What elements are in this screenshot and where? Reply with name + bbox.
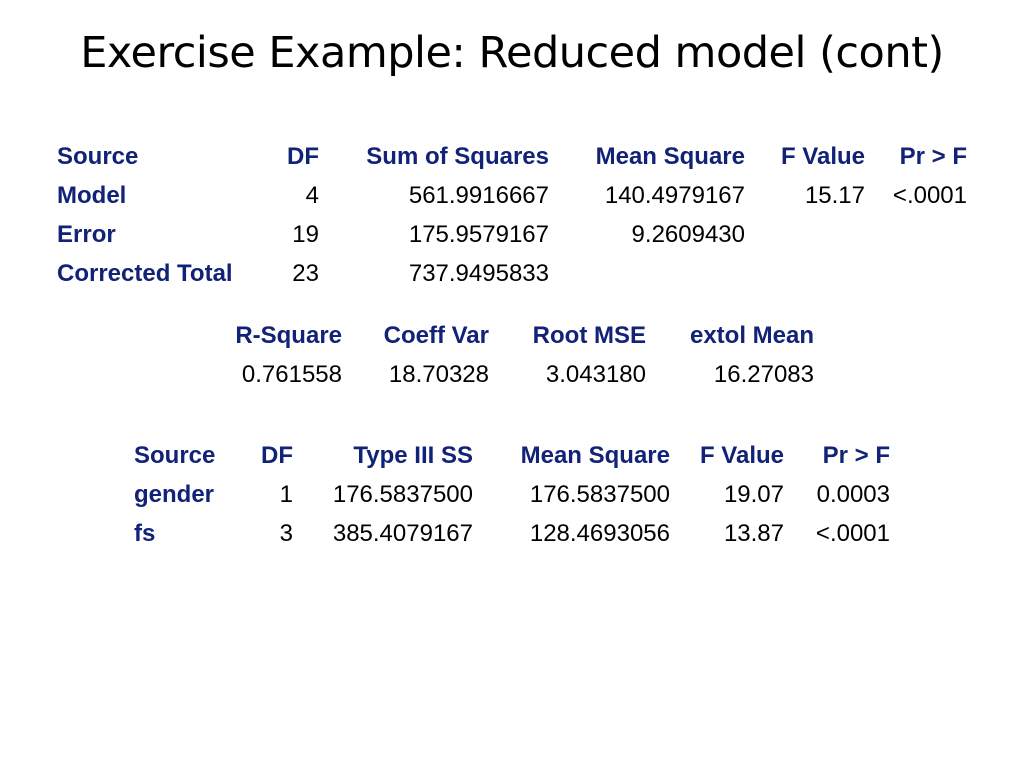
fit-r-square-value: 0.761558 (241, 361, 342, 388)
table-row: Corrected Total 23 737.9495833 (57, 254, 967, 293)
type3-p-cell: <.0001 (815, 520, 890, 547)
anova-ss-cell: 175.9579167 (408, 221, 549, 248)
type3-header-mean-square: Mean Square (520, 442, 670, 469)
type3-ss-cell: 176.5837500 (332, 481, 473, 508)
anova-table: Source DF Sum of Squares Mean Square F V… (57, 137, 967, 293)
anova-source-cell: Model (57, 182, 127, 209)
anova-f-cell (745, 254, 865, 293)
anova-ms-cell: 140.4979167 (604, 182, 745, 209)
fit-header-extol-mean: extol Mean (689, 322, 814, 349)
anova-header-sum-of-squares: Sum of Squares (366, 143, 549, 170)
anova-header-df: DF (287, 143, 319, 170)
anova-ss-cell: 737.9495833 (408, 260, 549, 287)
anova-header-mean-square: Mean Square (595, 143, 745, 170)
type3-source-cell: gender (134, 481, 215, 508)
table-row: Error 19 175.9579167 9.2609430 (57, 215, 967, 254)
anova-header-pr-f: Pr > F (899, 143, 967, 170)
anova-df-cell: 19 (292, 221, 319, 248)
type3-df-cell: 3 (279, 520, 293, 547)
anova-p-cell: <.0001 (892, 182, 967, 209)
type3-f-cell: 13.87 (723, 520, 784, 547)
anova-source-cell: Corrected Total (57, 260, 233, 287)
table-row: Model 4 561.9916667 140.4979167 15.17 <.… (57, 176, 967, 215)
type3-header-f-value: F Value (699, 442, 784, 469)
fit-root-mse-value: 3.043180 (545, 361, 646, 388)
anova-header-source: Source (57, 143, 139, 170)
anova-f-cell: 15.17 (804, 182, 865, 209)
table-row: gender 1 176.5837500 176.5837500 19.07 0… (134, 475, 890, 514)
type3-table: Source DF Type III SS Mean Square F Valu… (134, 436, 890, 553)
type3-df-cell: 1 (279, 481, 293, 508)
anova-source-cell: Error (57, 221, 116, 248)
anova-header-f-value: F Value (780, 143, 865, 170)
type3-ms-cell: 176.5837500 (529, 481, 670, 508)
fit-coeff-var-value: 18.70328 (388, 361, 489, 388)
fit-header-r-square: R-Square (235, 322, 342, 349)
fit-statistics-table: R-Square Coeff Var Root MSE extol Mean 0… (215, 316, 814, 394)
type3-f-cell: 19.07 (723, 481, 784, 508)
anova-header-row: Source DF Sum of Squares Mean Square F V… (57, 137, 967, 176)
anova-ss-cell: 561.9916667 (408, 182, 549, 209)
type3-header-pr-f: Pr > F (822, 442, 890, 469)
fit-header-root-mse: Root MSE (532, 322, 646, 349)
type3-header-row: Source DF Type III SS Mean Square F Valu… (134, 436, 890, 475)
anova-df-cell: 4 (305, 182, 319, 209)
type3-p-cell: 0.0003 (816, 481, 890, 508)
type3-header-source: Source (134, 442, 216, 469)
anova-p-cell (865, 254, 967, 293)
anova-ms-cell: 9.2609430 (631, 221, 745, 248)
type3-header-df: DF (261, 442, 293, 469)
type3-ms-cell: 128.4693056 (529, 520, 670, 547)
type3-source-cell: fs (134, 520, 156, 547)
table-row: 0.761558 18.70328 3.043180 16.27083 (215, 355, 814, 394)
slide-title: Exercise Example: Reduced model (cont) (80, 28, 944, 78)
type3-header-type-iii-ss: Type III SS (353, 442, 473, 469)
fit-header-row: R-Square Coeff Var Root MSE extol Mean (215, 316, 814, 355)
anova-p-cell (865, 215, 967, 254)
table-row: fs 3 385.4079167 128.4693056 13.87 <.000… (134, 514, 890, 553)
anova-f-cell (745, 215, 865, 254)
anova-df-cell: 23 (292, 260, 319, 287)
fit-extol-mean-value: 16.27083 (713, 361, 814, 388)
type3-ss-cell: 385.4079167 (332, 520, 473, 547)
anova-ms-cell (549, 254, 745, 293)
fit-header-coeff-var: Coeff Var (383, 322, 489, 349)
